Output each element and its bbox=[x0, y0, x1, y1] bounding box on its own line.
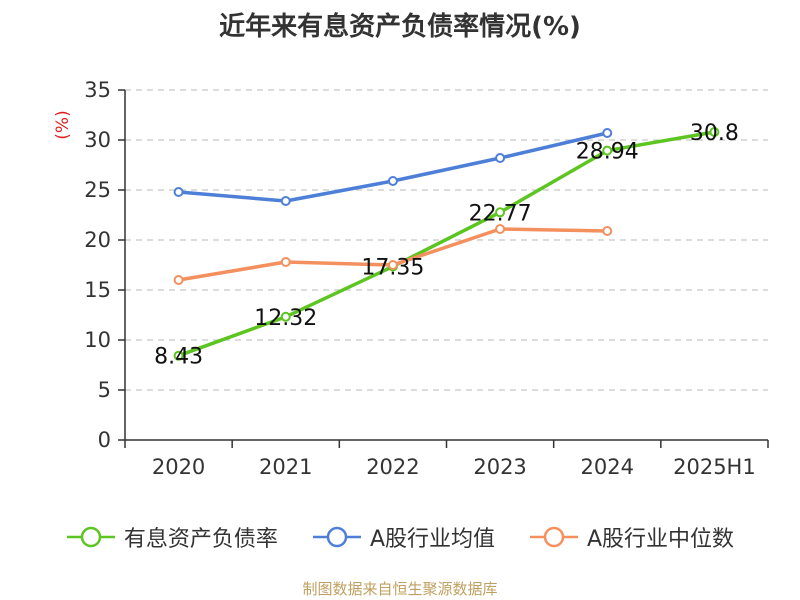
data-point bbox=[280, 196, 291, 206]
y-tick-label: 20 bbox=[84, 228, 111, 252]
legend-label: A股行业中位数 bbox=[587, 527, 735, 552]
data-point bbox=[709, 127, 720, 137]
data-label: 17.35 bbox=[361, 256, 424, 281]
data-label: 30.8 bbox=[690, 121, 739, 146]
data-point bbox=[280, 257, 291, 267]
data-source-note: 制图数据来自恒生聚源数据库 bbox=[302, 580, 498, 598]
legend-swatch-icon bbox=[312, 526, 361, 548]
data-point bbox=[173, 275, 184, 285]
data-label: 8.43 bbox=[154, 345, 203, 370]
data-point bbox=[280, 311, 291, 322]
legend-item: A股行业均值 bbox=[312, 521, 495, 553]
data-label: 12.32 bbox=[254, 306, 317, 331]
y-tick-label: 15 bbox=[84, 278, 111, 302]
legend-item: A股行业中位数 bbox=[529, 521, 734, 553]
x-tick-label: 2024 bbox=[581, 455, 634, 479]
x-tick-label: 2021 bbox=[259, 455, 312, 479]
y-tick-label: 5 bbox=[98, 378, 111, 402]
x-tick-label: 2020 bbox=[152, 455, 205, 479]
data-point bbox=[495, 153, 506, 163]
data-point bbox=[495, 224, 506, 234]
data-point bbox=[602, 226, 613, 236]
data-label: 28.94 bbox=[576, 140, 639, 165]
chart-legend: 有息资产负债率 A股行业均值 A股行业中位数 bbox=[0, 520, 800, 554]
y-tick-label: 30 bbox=[84, 128, 111, 152]
data-point bbox=[495, 207, 506, 218]
x-tick-label: 2025H1 bbox=[673, 455, 756, 479]
y-tick-label: 25 bbox=[84, 178, 111, 202]
y-tick-label: 0 bbox=[98, 428, 111, 452]
legend-swatch-icon bbox=[66, 526, 115, 548]
x-tick-label: 2022 bbox=[366, 455, 419, 479]
series-line-2 bbox=[178, 131, 608, 203]
y-axis-label: (%) bbox=[53, 110, 73, 139]
legend-label: 有息资产负债率 bbox=[123, 527, 278, 552]
data-point bbox=[173, 350, 184, 361]
data-point bbox=[173, 187, 184, 197]
series-line-1 bbox=[177, 130, 715, 358]
data-point bbox=[387, 260, 398, 270]
legend-item: 有息资产负债率 bbox=[66, 521, 278, 553]
data-point bbox=[387, 176, 398, 186]
chart-title: 近年来有息资产负债率情况(%) bbox=[219, 12, 581, 42]
legend-label: A股行业均值 bbox=[369, 527, 495, 552]
data-label: 22.77 bbox=[469, 201, 532, 226]
data-point bbox=[602, 128, 613, 138]
legend-swatch-icon bbox=[530, 526, 578, 548]
y-tick-label: 35 bbox=[84, 78, 111, 102]
data-point bbox=[602, 145, 613, 156]
y-tick-label: 10 bbox=[84, 328, 111, 352]
x-tick-label: 2023 bbox=[473, 455, 526, 479]
